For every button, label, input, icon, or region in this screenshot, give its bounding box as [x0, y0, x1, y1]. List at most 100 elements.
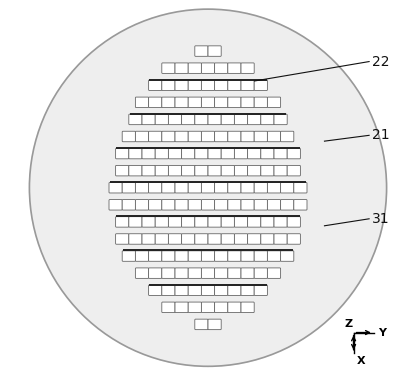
- FancyBboxPatch shape: [274, 217, 287, 227]
- FancyBboxPatch shape: [248, 114, 261, 125]
- FancyBboxPatch shape: [162, 199, 175, 210]
- FancyBboxPatch shape: [175, 285, 188, 296]
- FancyBboxPatch shape: [149, 251, 162, 261]
- FancyBboxPatch shape: [221, 165, 234, 176]
- FancyBboxPatch shape: [228, 251, 241, 261]
- FancyBboxPatch shape: [215, 199, 228, 210]
- FancyBboxPatch shape: [241, 97, 254, 108]
- FancyBboxPatch shape: [149, 285, 162, 296]
- FancyBboxPatch shape: [155, 114, 168, 125]
- FancyBboxPatch shape: [215, 131, 228, 142]
- FancyBboxPatch shape: [162, 80, 175, 90]
- FancyBboxPatch shape: [195, 217, 208, 227]
- FancyBboxPatch shape: [274, 148, 287, 159]
- FancyBboxPatch shape: [116, 148, 129, 159]
- FancyBboxPatch shape: [208, 114, 221, 125]
- FancyBboxPatch shape: [215, 97, 228, 108]
- FancyBboxPatch shape: [241, 199, 254, 210]
- FancyBboxPatch shape: [182, 217, 195, 227]
- FancyBboxPatch shape: [182, 114, 195, 125]
- FancyBboxPatch shape: [135, 199, 149, 210]
- FancyBboxPatch shape: [162, 302, 175, 312]
- FancyBboxPatch shape: [155, 234, 168, 244]
- FancyBboxPatch shape: [175, 80, 188, 90]
- FancyBboxPatch shape: [109, 183, 122, 193]
- Circle shape: [30, 9, 386, 366]
- FancyBboxPatch shape: [149, 199, 162, 210]
- FancyBboxPatch shape: [208, 46, 221, 56]
- FancyBboxPatch shape: [228, 268, 241, 278]
- FancyBboxPatch shape: [248, 217, 261, 227]
- FancyBboxPatch shape: [274, 114, 287, 125]
- FancyBboxPatch shape: [142, 234, 155, 244]
- FancyBboxPatch shape: [254, 199, 267, 210]
- Text: Z: Z: [345, 319, 353, 330]
- FancyBboxPatch shape: [267, 251, 281, 261]
- FancyBboxPatch shape: [208, 234, 221, 244]
- FancyBboxPatch shape: [155, 165, 168, 176]
- FancyBboxPatch shape: [175, 302, 188, 312]
- FancyBboxPatch shape: [215, 251, 228, 261]
- FancyBboxPatch shape: [201, 183, 215, 193]
- FancyBboxPatch shape: [188, 183, 201, 193]
- FancyBboxPatch shape: [182, 234, 195, 244]
- FancyBboxPatch shape: [248, 234, 261, 244]
- FancyBboxPatch shape: [135, 97, 149, 108]
- FancyBboxPatch shape: [241, 251, 254, 261]
- FancyBboxPatch shape: [135, 131, 149, 142]
- FancyBboxPatch shape: [129, 234, 142, 244]
- FancyBboxPatch shape: [241, 63, 254, 74]
- FancyBboxPatch shape: [241, 285, 254, 296]
- FancyBboxPatch shape: [234, 234, 248, 244]
- FancyBboxPatch shape: [182, 148, 195, 159]
- FancyBboxPatch shape: [261, 217, 274, 227]
- FancyBboxPatch shape: [261, 114, 274, 125]
- FancyBboxPatch shape: [287, 234, 300, 244]
- FancyBboxPatch shape: [175, 183, 188, 193]
- FancyBboxPatch shape: [142, 148, 155, 159]
- FancyBboxPatch shape: [188, 285, 201, 296]
- FancyBboxPatch shape: [294, 183, 307, 193]
- FancyBboxPatch shape: [221, 148, 234, 159]
- FancyBboxPatch shape: [201, 302, 215, 312]
- FancyBboxPatch shape: [142, 165, 155, 176]
- FancyBboxPatch shape: [254, 97, 267, 108]
- FancyBboxPatch shape: [254, 251, 267, 261]
- FancyBboxPatch shape: [215, 268, 228, 278]
- FancyBboxPatch shape: [287, 165, 300, 176]
- FancyBboxPatch shape: [162, 131, 175, 142]
- FancyBboxPatch shape: [149, 268, 162, 278]
- FancyBboxPatch shape: [129, 217, 142, 227]
- FancyBboxPatch shape: [188, 199, 201, 210]
- FancyBboxPatch shape: [267, 199, 281, 210]
- FancyBboxPatch shape: [149, 80, 162, 90]
- FancyBboxPatch shape: [201, 63, 215, 74]
- FancyBboxPatch shape: [241, 302, 254, 312]
- FancyBboxPatch shape: [248, 165, 261, 176]
- FancyBboxPatch shape: [241, 80, 254, 90]
- FancyBboxPatch shape: [294, 199, 307, 210]
- Text: X: X: [357, 356, 365, 366]
- Text: 21: 21: [372, 128, 390, 142]
- FancyBboxPatch shape: [201, 251, 215, 261]
- FancyBboxPatch shape: [175, 97, 188, 108]
- FancyBboxPatch shape: [195, 46, 208, 56]
- FancyBboxPatch shape: [261, 148, 274, 159]
- FancyBboxPatch shape: [168, 217, 182, 227]
- FancyBboxPatch shape: [215, 183, 228, 193]
- FancyBboxPatch shape: [281, 199, 294, 210]
- FancyBboxPatch shape: [195, 165, 208, 176]
- FancyBboxPatch shape: [122, 131, 135, 142]
- FancyBboxPatch shape: [201, 268, 215, 278]
- FancyBboxPatch shape: [149, 183, 162, 193]
- FancyBboxPatch shape: [149, 97, 162, 108]
- FancyBboxPatch shape: [215, 302, 228, 312]
- FancyBboxPatch shape: [221, 114, 234, 125]
- FancyBboxPatch shape: [201, 199, 215, 210]
- FancyBboxPatch shape: [149, 131, 162, 142]
- FancyBboxPatch shape: [116, 165, 129, 176]
- FancyBboxPatch shape: [228, 199, 241, 210]
- FancyBboxPatch shape: [201, 97, 215, 108]
- FancyBboxPatch shape: [215, 63, 228, 74]
- FancyBboxPatch shape: [162, 251, 175, 261]
